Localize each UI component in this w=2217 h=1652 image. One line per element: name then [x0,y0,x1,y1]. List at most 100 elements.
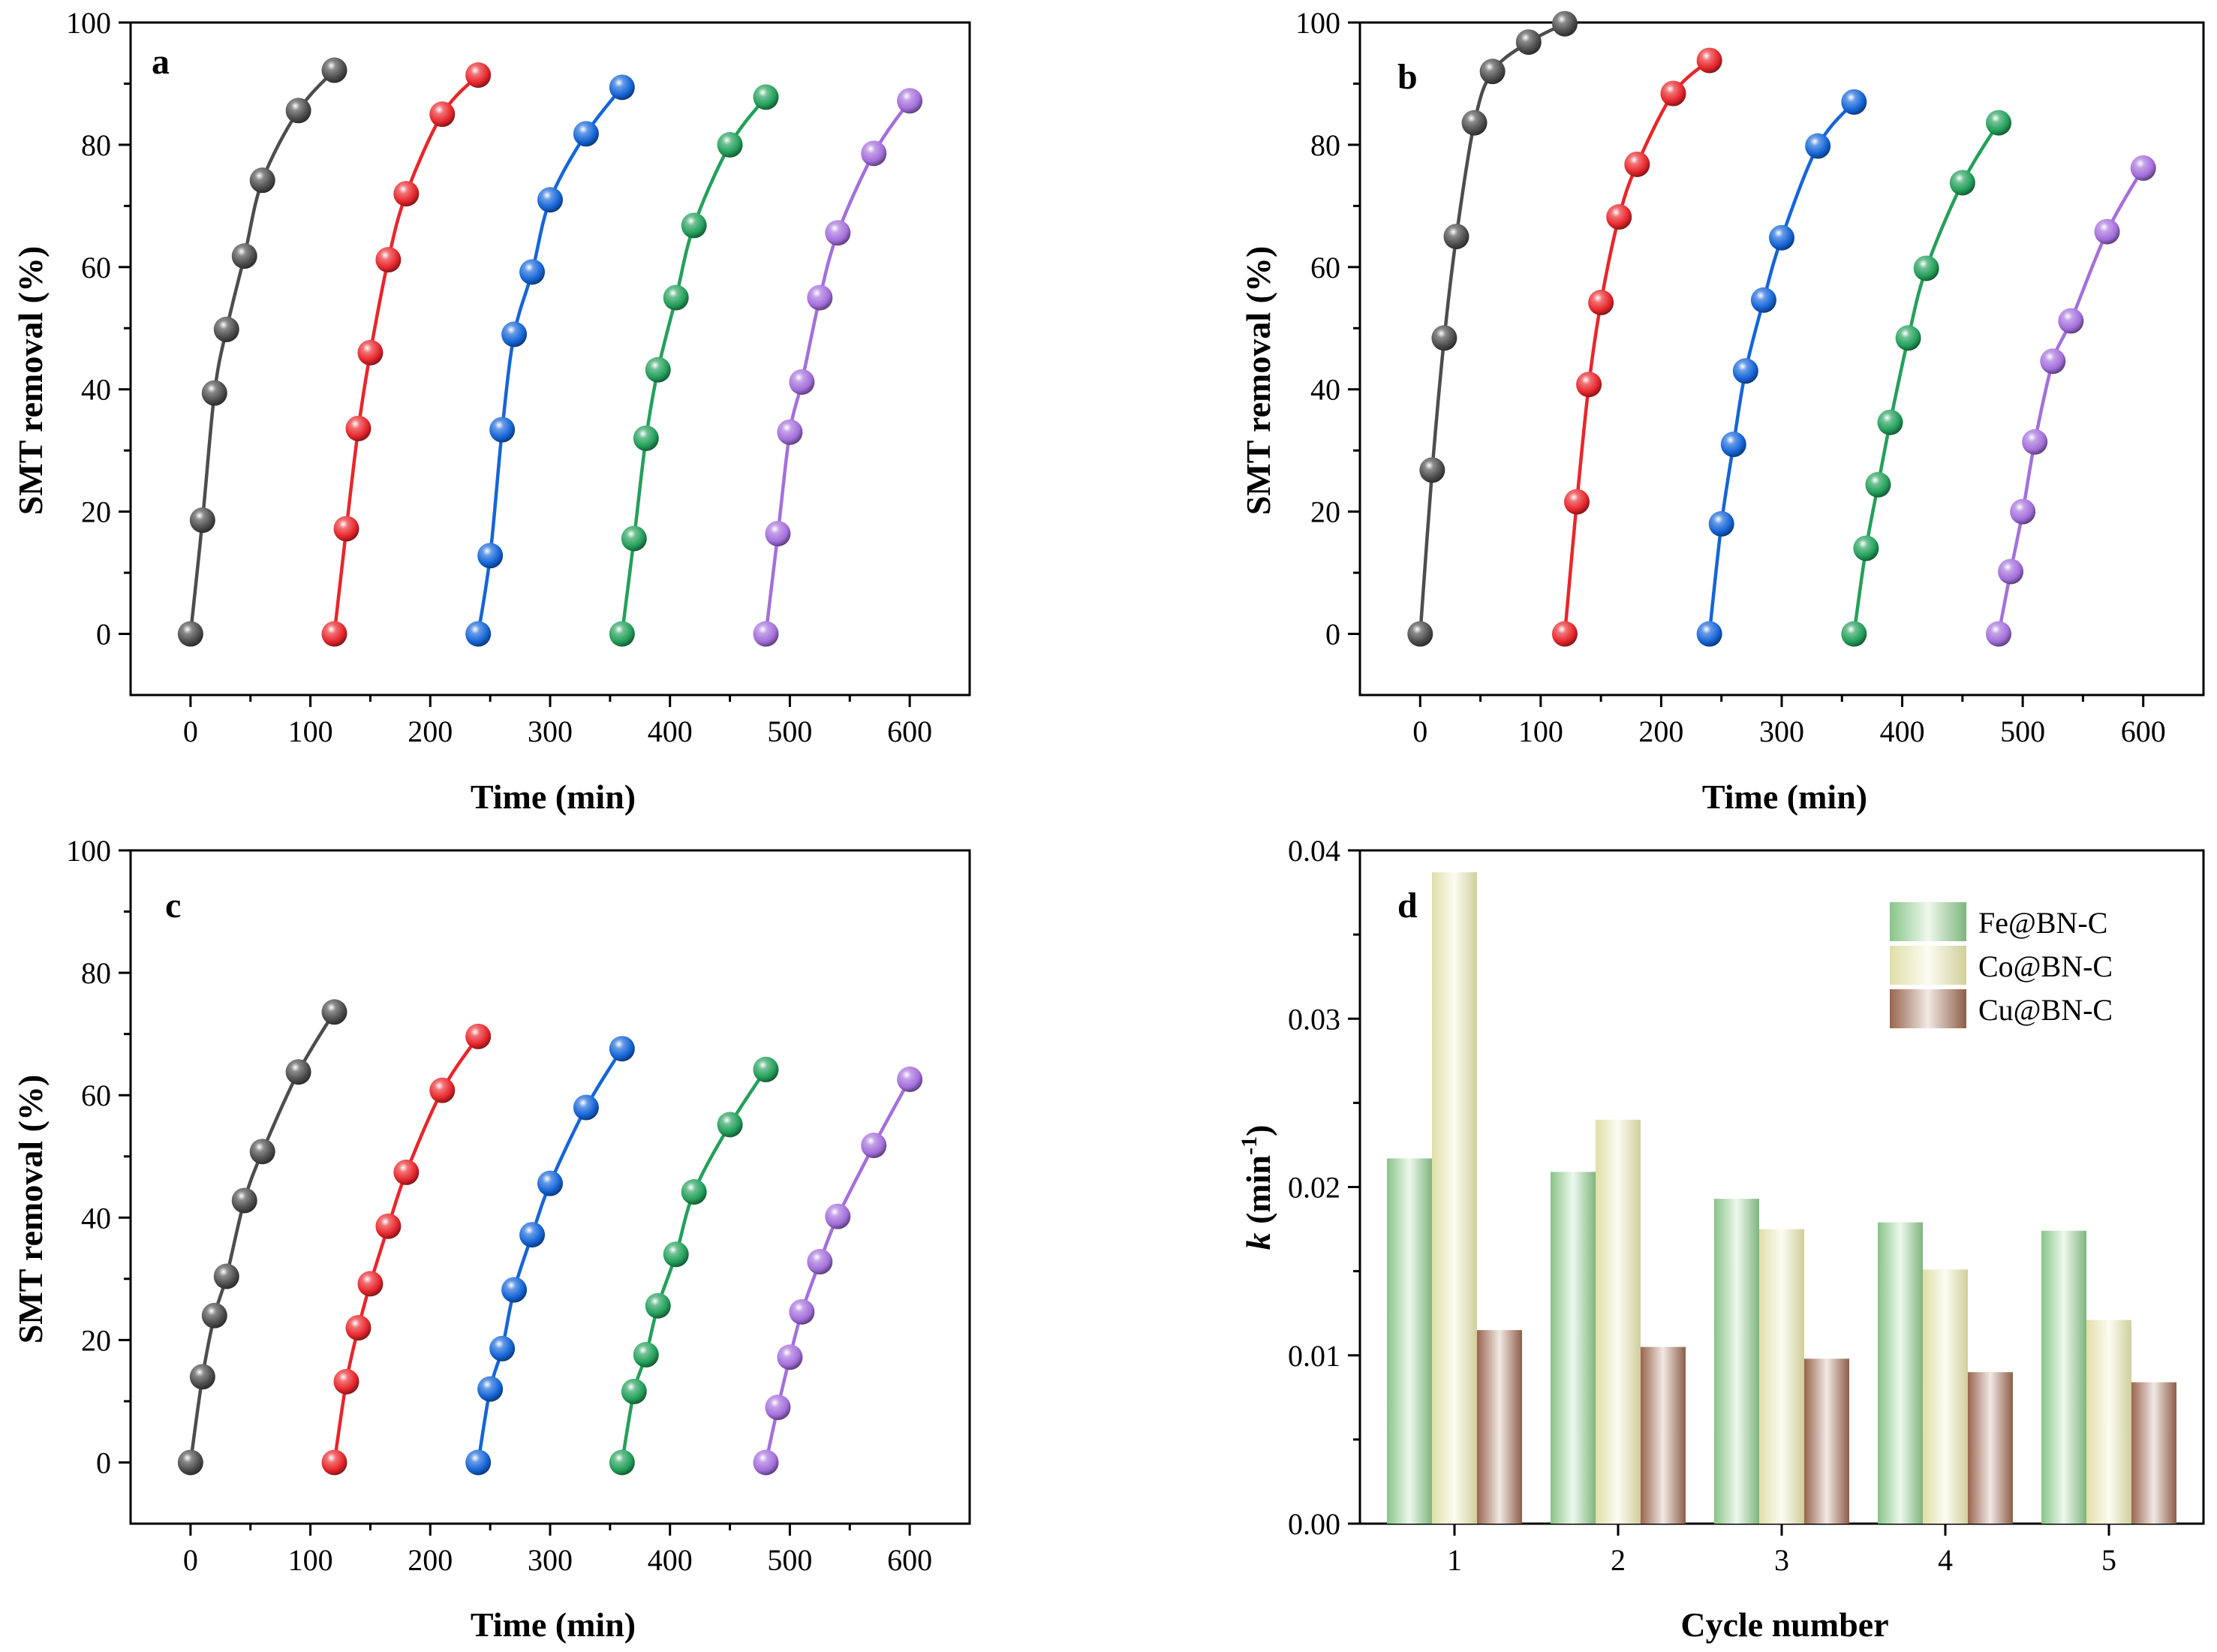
data-point-c-3 [501,1277,528,1303]
data-point-a-1 [249,167,275,194]
data-point-b-3 [1841,89,1867,115]
data-point-a-2 [429,101,456,128]
data-point-c-1 [201,1302,227,1329]
data-point-b-4 [1865,471,1891,498]
legend-label-Co@BN-C: Co@BN-C [1978,949,2113,983]
data-point-a-5 [789,369,815,395]
data-point-b-5 [1986,621,2012,647]
data-point-b-2 [1576,372,1602,398]
y-axis-title-b: SMT removal (%) [1239,246,1277,516]
data-point-b-3 [1769,224,1794,251]
data-point-a-3 [519,259,546,285]
x-tick-label-c: 0 [183,1543,198,1577]
bar-Cu@BN-C-cycle-4 [1968,1372,2013,1524]
data-point-b-2 [1696,47,1722,74]
data-point-b-3 [1805,133,1831,159]
series-line-c-3 [476,1048,624,1463]
data-point-b-4 [1877,409,1903,435]
data-point-b-4 [1841,621,1867,647]
data-point-b-5 [2040,348,2066,375]
y-tick-label-a: 40 [81,373,111,407]
panel-c: c 0 100 200 300 400 500 600 0 20 40 60 80 100 Time (… [11,834,971,1644]
y-tick-label-a: 0 [96,618,111,651]
data-point-b-2 [1606,204,1632,230]
bar-Fe@BN-C-cycle-4 [1878,1222,1923,1524]
data-point-c-5 [753,1449,779,1476]
data-point-a-4 [663,284,689,311]
bar-Cu@BN-C-cycle-2 [1641,1347,1686,1524]
y-tick-label-b: 100 [1295,6,1340,40]
data-point-c-3 [489,1335,516,1362]
panel-b: b 0 100 200 300 400 500 600 0 20 40 60 80 100 Time (… [1239,6,2205,816]
bar-Co@BN-C-cycle-2 [1596,1119,1641,1524]
data-point-b-4 [1986,110,2012,136]
data-point-b-4 [1913,255,1939,281]
data-point-c-4 [609,1449,635,1476]
y-tick-label-b: 60 [1310,251,1340,284]
bar-Fe@BN-C-cycle-3 [1714,1199,1759,1524]
data-point-a-1 [189,507,215,534]
data-point-a-5 [861,140,887,167]
y-tick-label-c: 0 [96,1446,111,1479]
data-point-b-3 [1750,287,1776,313]
data-point-a-2 [393,181,420,207]
data-point-a-3 [609,74,635,101]
series-line-a-1 [188,68,336,634]
data-point-a-5 [897,88,923,114]
y-tick-label-c: 100 [66,834,111,868]
y-axis-title-d: k (min-1) [1237,1125,1277,1250]
data-point-a-4 [609,621,635,647]
data-point-b-4 [1895,325,1921,351]
data-point-a-2 [375,247,402,273]
data-point-c-1 [285,1059,311,1085]
data-point-b-1 [1419,457,1445,483]
y-tick-label-c: 80 [81,956,111,990]
data-point-a-2 [465,62,492,89]
data-point-c-2 [375,1213,402,1239]
data-point-b-5 [2094,218,2120,245]
panel-a: a 0 100 200 300 400 500 600 0 20 40 60 80 100 Time (… [11,6,971,816]
y-tick-label-c: 20 [81,1323,111,1357]
y-axis-title-unit-d: (min [1239,1155,1277,1233]
y-tick-label-d: 0.04 [1288,834,1340,868]
data-point-a-5 [825,220,851,246]
data-point-b-5 [1998,558,2024,585]
x-tick-label-a: 0 [183,715,198,748]
x-tick-label-b: 300 [1759,715,1804,748]
plot-area-d: 0.00 0.01 0.02 0.03 0.04 1 2 3 4 5 [1288,834,2205,1577]
bar-Co@BN-C-cycle-3 [1759,1229,1804,1524]
series-line-b-3 [1707,101,1856,634]
data-point-b-1 [1431,325,1457,351]
x-axis-title-d: Cycle number [1680,1605,1888,1644]
data-point-c-5 [777,1344,803,1371]
data-point-b-1 [1515,29,1542,56]
data-point-a-1 [177,621,203,647]
data-point-a-5 [807,284,833,311]
x-tick-label-d: 1 [1447,1543,1462,1577]
data-point-c-3 [609,1036,635,1062]
data-point-a-1 [285,98,311,124]
data-point-c-2 [465,1023,492,1049]
data-point-c-3 [519,1222,546,1248]
data-point-a-3 [501,321,528,348]
data-point-a-3 [465,621,492,647]
data-point-a-3 [573,121,599,147]
data-point-a-4 [633,425,659,451]
data-point-b-1 [1407,621,1433,647]
data-point-b-2 [1624,151,1650,177]
bar-Fe@BN-C-cycle-1 [1387,1158,1432,1524]
data-point-c-5 [765,1395,791,1421]
data-point-b-5 [2058,308,2084,334]
x-tick-label-b: 0 [1412,715,1427,748]
data-point-b-1 [1551,11,1578,37]
x-tick-label-b: 100 [1518,715,1563,748]
data-point-c-3 [573,1094,599,1121]
y-tick-label-c: 60 [81,1079,111,1112]
series-line-b-2 [1563,59,1711,634]
data-point-c-4 [681,1179,707,1205]
y-tick-label-b: 80 [1310,128,1340,162]
y-tick-label-d: 0.00 [1288,1507,1340,1541]
legend-label-Cu@BN-C: Cu@BN-C [1978,993,2113,1027]
y-axis-title-c: SMT removal (%) [11,1075,50,1344]
y-axis-title-sup-d: -1 [1237,1136,1262,1155]
